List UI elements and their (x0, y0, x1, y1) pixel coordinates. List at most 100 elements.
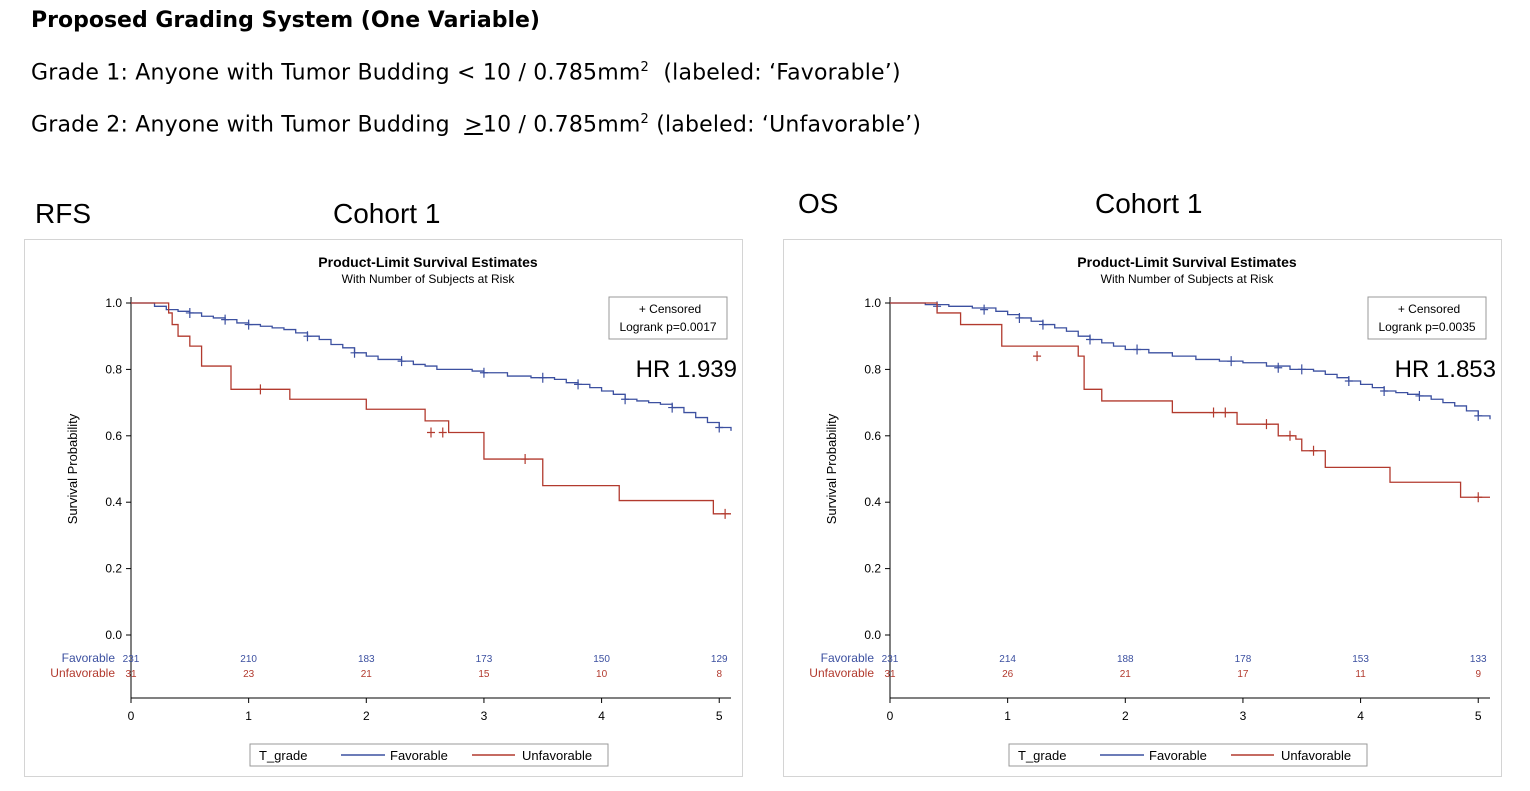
at-risk-favorable-count: 231 (882, 654, 899, 665)
favorable-censored-mark (1415, 390, 1424, 401)
at-risk-favorable-count: 178 (1235, 654, 1252, 665)
legend-favorable-label: Favorable (1149, 748, 1207, 763)
favorable-censored-mark (1133, 344, 1142, 355)
favorable-censored-mark (397, 356, 406, 367)
inset-box (1367, 296, 1487, 340)
x-tick-label: 3 (481, 709, 488, 723)
y-tick-label: 0.2 (864, 562, 881, 576)
at-risk-unfavorable-count: 26 (1002, 669, 1014, 680)
y-axis-label: Survival Probability (824, 413, 839, 524)
grade-2-prefix: Grade 2: Anyone with Tumor Budding (31, 112, 465, 138)
legend-unfavorable-label: Unfavorable (522, 748, 592, 763)
unfavorable-censored-mark (256, 384, 265, 395)
favorable-censored-mark (1380, 385, 1389, 396)
favorable-censored-mark (1274, 362, 1283, 373)
x-tick-label: 0 (887, 709, 894, 723)
favorable-censored-mark (1474, 410, 1483, 421)
hr-annotation: HR 1.939 (636, 356, 737, 383)
inset-censored-label: + Censored (639, 302, 701, 316)
at-risk-unfavorable-label: Unfavorable (50, 666, 115, 680)
favorable-censored-mark (479, 367, 488, 378)
favorable-censored-mark (1227, 356, 1236, 367)
at-risk-unfavorable-count: 31 (884, 669, 896, 680)
favorable-censored-mark (1297, 364, 1306, 375)
unfavorable-censored-mark (1286, 430, 1294, 441)
unfavorable-censored-mark (438, 427, 447, 438)
unfavorable-survival-curve (890, 302, 1490, 498)
x-tick-label: 0 (128, 709, 135, 723)
grade-1-superscript: 2 (640, 60, 649, 75)
grade-1-prefix: Grade 1: Anyone with Tumor Budding < 10 … (31, 60, 641, 86)
x-tick-label: 5 (716, 709, 723, 723)
unfavorable-censored-mark (1221, 407, 1230, 418)
at-risk-unfavorable-count: 21 (361, 669, 373, 680)
legend-unfavorable-label: Unfavorable (1281, 748, 1351, 763)
x-tick-label: 3 (1240, 709, 1247, 723)
y-tick-label: 0.4 (864, 495, 881, 509)
at-risk-favorable-count: 231 (123, 654, 140, 665)
at-risk-favorable-count: 133 (1470, 654, 1487, 665)
at-risk-unfavorable-label: Unfavorable (809, 666, 874, 680)
heading: Proposed Grading System (One Variable) (31, 8, 540, 33)
unfavorable-censored-mark (427, 427, 435, 438)
unfavorable-censored-mark (1474, 492, 1483, 503)
favorable-censored-mark (1344, 376, 1353, 387)
at-risk-favorable-count: 150 (593, 654, 610, 665)
favorable-censored-mark (1086, 334, 1094, 345)
at-risk-favorable-count: 173 (476, 654, 493, 665)
unfavorable-censored-mark (1209, 407, 1218, 418)
favorable-survival-curve (131, 302, 732, 431)
y-tick-label: 0.0 (105, 628, 122, 642)
unfavorable-censored-mark (1033, 351, 1042, 362)
os-chart-panel: Product-Limit Survival Estimates With Num… (783, 239, 1502, 777)
legend-favorable-label: Favorable (390, 748, 448, 763)
grade-2-suffix: (labeled: ‘Unfavorable’) (649, 112, 922, 138)
favorable-censored-mark (185, 307, 194, 318)
rfs-chart-panel: Product-Limit Survival Estimates With Num… (24, 239, 743, 777)
unfavorable-survival-curve (131, 302, 731, 515)
favorable-censored-mark (574, 379, 583, 390)
y-tick-label: 0.2 (105, 562, 122, 576)
rfs-tag: RFS (35, 198, 91, 229)
at-risk-favorable-count: 210 (240, 654, 257, 665)
unfavorable-censored-mark (521, 454, 530, 465)
inset-box (608, 296, 728, 340)
grade-2-superscript: 2 (640, 112, 649, 127)
legend-title: T_grade (1018, 748, 1066, 763)
favorable-censored-mark (221, 314, 230, 325)
at-risk-unfavorable-count: 17 (1237, 669, 1249, 680)
chart-title: Product-Limit Survival Estimates (318, 254, 538, 270)
at-risk-favorable-label: Favorable (821, 651, 875, 665)
y-tick-label: 1.0 (105, 296, 122, 310)
grade-2-geq-symbol: > (464, 112, 483, 138)
grade-1-line: Grade 1: Anyone with Tumor Budding < 10 … (31, 60, 901, 85)
rfs-cohort-label: Cohort 1 (333, 198, 441, 229)
at-risk-favorable-count: 153 (1352, 654, 1369, 665)
favorable-censored-mark (980, 304, 989, 315)
at-risk-favorable-count: 188 (1117, 654, 1134, 665)
chart-subtitle: With Number of Subjects at Risk (342, 272, 516, 286)
os-chart: Product-Limit Survival Estimates With Num… (809, 254, 1496, 767)
x-tick-label: 2 (363, 709, 370, 723)
favorable-censored-mark (303, 331, 312, 342)
at-risk-unfavorable-count: 8 (716, 669, 722, 680)
at-risk-unfavorable-count: 15 (478, 669, 490, 680)
y-axis-label: Survival Probability (65, 413, 80, 524)
x-tick-label: 4 (1357, 709, 1364, 723)
y-tick-label: 1.0 (864, 296, 881, 310)
y-tick-label: 0.8 (105, 362, 122, 376)
legend-box (1008, 743, 1368, 767)
chart-subtitle: With Number of Subjects at Risk (1101, 272, 1275, 286)
at-risk-favorable-count: 214 (999, 654, 1016, 665)
at-risk-unfavorable-count: 11 (1355, 669, 1366, 680)
favorable-censored-mark (668, 402, 677, 413)
at-risk-unfavorable-count: 23 (243, 669, 255, 680)
y-tick-label: 0.8 (864, 362, 881, 376)
at-risk-unfavorable-count: 10 (596, 669, 608, 680)
at-risk-unfavorable-count: 21 (1120, 669, 1132, 680)
favorable-censored-mark (715, 422, 724, 433)
x-tick-label: 5 (1475, 709, 1482, 723)
x-tick-label: 4 (598, 709, 605, 723)
y-tick-label: 0.6 (864, 429, 881, 443)
y-tick-label: 0.4 (105, 495, 122, 509)
